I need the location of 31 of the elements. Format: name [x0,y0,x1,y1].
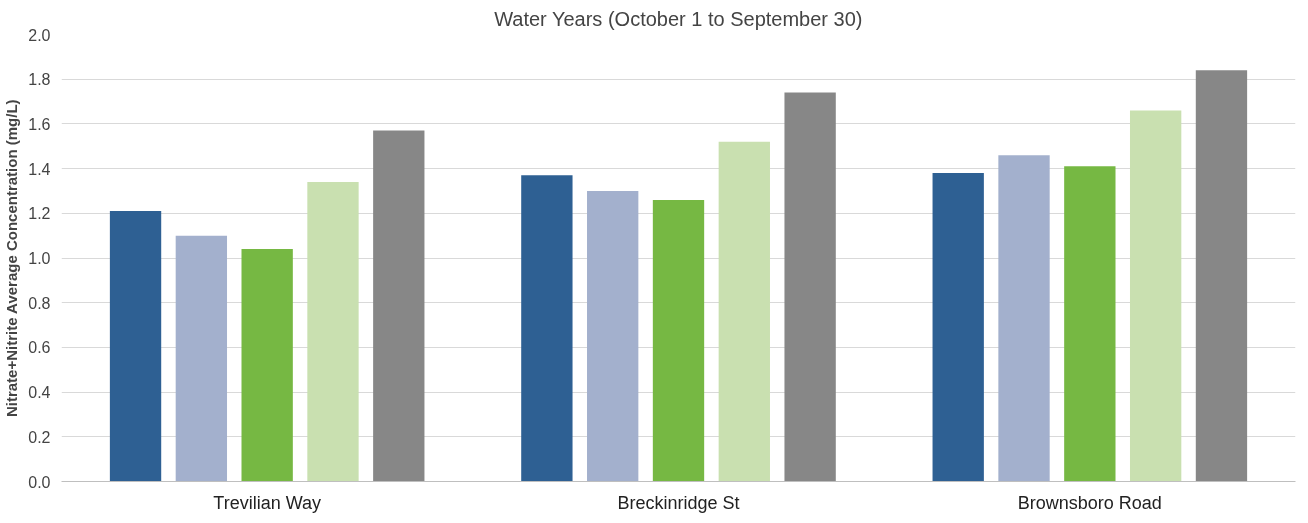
y-tick-label: 1.6 [28,115,51,133]
bar [784,92,836,482]
bar [1195,70,1248,482]
y-tick-label: 0.2 [28,428,51,446]
bar [1129,110,1182,482]
bar [109,211,162,482]
bar [932,173,984,482]
y-tick-label: 0.4 [28,384,51,402]
bar [587,190,639,482]
y-tick-label: 0.6 [28,339,51,357]
y-tick-label: 1.8 [28,71,51,89]
bar [307,182,359,482]
y-tick-label: 1.2 [28,205,51,223]
bar [1064,166,1116,482]
bar [241,249,293,482]
bar [652,199,705,482]
bar [521,175,573,482]
bar [175,235,228,482]
y-axis-title: Nitrate+Nitrite Average Concentration (mg/L) [3,99,21,418]
bar [373,130,425,482]
x-tick-label: Breckinridge St [617,492,740,513]
x-tick-label: Trevilian Way [213,492,322,513]
y-tick-label: 0.0 [28,473,51,491]
bar [998,155,1050,482]
y-tick-label: 2.0 [28,26,51,44]
y-tick-label: 0.8 [28,294,51,312]
chart-title: Water Years (October 1 to September 30) [494,7,863,30]
bar [718,141,770,482]
y-tick-label: 1.4 [28,160,51,178]
x-tick-label: Brownsboro Road [1017,492,1162,513]
y-tick-label: 1.0 [28,250,51,267]
